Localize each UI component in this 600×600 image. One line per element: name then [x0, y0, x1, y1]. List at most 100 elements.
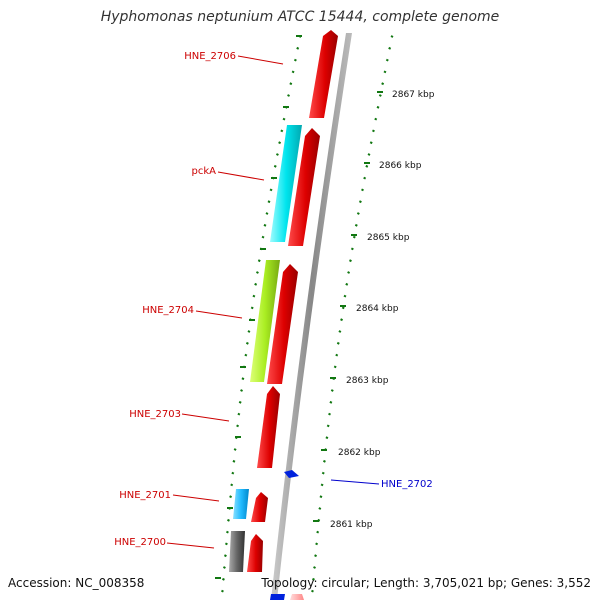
ring-dot — [343, 294, 347, 298]
ring-dot — [275, 153, 279, 156]
feature-gray — [229, 531, 245, 572]
ring-dot — [261, 235, 265, 239]
feature-light-blue — [233, 489, 249, 519]
ring-dot — [229, 495, 233, 499]
ring-dot — [378, 94, 382, 97]
ring-dot — [250, 306, 254, 310]
ring-dot — [293, 58, 297, 62]
ring-dot — [227, 518, 230, 522]
ring-dot — [263, 223, 267, 227]
kbp-label-2861: 2861 kbp — [330, 520, 373, 530]
leader-HNE_2701 — [172, 494, 220, 502]
ring-dot — [369, 141, 373, 145]
ring-dot — [350, 247, 354, 251]
ring-dot — [252, 294, 256, 298]
cds-arrow-HNE_2700 — [247, 534, 263, 572]
ring-dot — [385, 58, 389, 62]
ring-dot — [232, 459, 236, 463]
ring-dot — [320, 483, 324, 487]
accession-text: Accession: NC_008358 — [8, 576, 145, 590]
ring-dot — [352, 235, 356, 239]
kbp-label-2864: 2864 kbp — [356, 304, 399, 314]
ring-dot — [278, 141, 282, 145]
cds-arrow-pckA — [288, 128, 320, 246]
tick-rings — [221, 35, 394, 593]
ring-dot — [313, 566, 316, 569]
ring-dot — [316, 530, 320, 534]
ring-dot — [374, 117, 378, 121]
ring-dot — [238, 400, 242, 404]
ring-dot — [314, 554, 318, 558]
feature-track — [229, 125, 302, 600]
gene-label-HNE_2702[interactable]: HNE_2702 — [381, 479, 433, 490]
ring-dot — [241, 377, 245, 381]
gene-label-HNE_2700[interactable]: HNE_2700 — [114, 537, 166, 548]
ring-dot — [257, 259, 261, 263]
ring-dot — [329, 400, 333, 404]
ring-dot — [361, 188, 364, 192]
ring-dot — [236, 424, 240, 428]
gene-label-pckA[interactable]: pckA — [192, 166, 217, 177]
leader-HNE_2703 — [181, 413, 230, 422]
gene-label-HNE_2704[interactable]: HNE_2704 — [142, 305, 194, 316]
ring-dot — [330, 389, 334, 392]
ring-dot — [347, 271, 351, 274]
ring-dot — [335, 353, 339, 357]
gene-label-HNE_2706[interactable]: HNE_2706 — [184, 51, 236, 62]
ring-dot — [291, 70, 295, 74]
leader-pckA — [217, 171, 265, 181]
ring-dot — [363, 176, 367, 180]
inner-ticks — [215, 35, 302, 579]
feature-HNE_2702 — [284, 470, 299, 478]
ring-dot — [365, 164, 369, 168]
ring-dot — [247, 330, 251, 333]
ring-dot — [381, 82, 385, 86]
cds-arrow-HNE_2706 — [309, 30, 338, 118]
ring-dot — [221, 589, 224, 593]
kbp-label-2866: 2866 kbp — [379, 161, 422, 171]
ring-dot — [221, 577, 225, 581]
ring-dot — [315, 542, 319, 546]
ring-dot — [390, 35, 394, 38]
ring-dot — [225, 530, 229, 534]
kbp-label-2862: 2862 kbp — [338, 448, 381, 458]
ring-dot — [333, 365, 337, 369]
ring-dot — [319, 495, 323, 499]
ring-dot — [358, 200, 362, 204]
cds-arrow-bottom — [290, 594, 304, 600]
gene-label-HNE_2703[interactable]: HNE_2703 — [129, 409, 181, 420]
ring-dot — [230, 483, 234, 487]
feature-cyan — [270, 125, 302, 242]
gene-label-HNE_2701[interactable]: HNE_2701 — [119, 490, 171, 501]
ring-dot — [325, 436, 329, 440]
leader-lines — [166, 55, 380, 549]
ring-dot — [267, 200, 271, 204]
ring-dot — [388, 46, 392, 50]
topology-text: Topology: circular; Length: 3,705,021 bp… — [261, 576, 591, 590]
ring-dot — [326, 424, 330, 428]
ring-dot — [341, 306, 345, 310]
map-title: Hyphomonas neptunium ATCC 15444, complet… — [100, 9, 500, 25]
ring-dot — [254, 282, 258, 286]
ring-dot — [383, 70, 387, 74]
ring-dot — [376, 105, 380, 109]
ring-dot — [354, 223, 358, 227]
ring-dot — [356, 212, 360, 215]
ring-dot — [328, 412, 331, 416]
ring-dot — [322, 459, 326, 463]
cds-track — [247, 30, 338, 600]
ring-dot — [255, 271, 259, 274]
cds-arrow-HNE_2703 — [257, 386, 280, 468]
kbp-label-2865: 2865 kbp — [367, 233, 410, 243]
cds-arrow-HNE_2704 — [267, 264, 298, 384]
ring-dot — [289, 82, 293, 86]
ring-dot — [223, 554, 227, 558]
ring-dot — [367, 153, 371, 156]
ring-dot — [224, 542, 228, 546]
ring-dot — [240, 389, 243, 392]
ring-dot — [265, 212, 269, 215]
ring-dot — [231, 471, 235, 475]
kbp-label-2863: 2863 kbp — [346, 376, 389, 386]
leader-HNE_2704 — [195, 310, 243, 319]
